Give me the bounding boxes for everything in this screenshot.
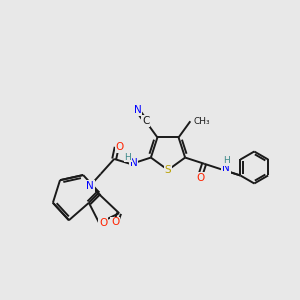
Text: N: N bbox=[222, 163, 230, 173]
Text: H: H bbox=[124, 153, 131, 162]
Text: N: N bbox=[130, 158, 138, 168]
Text: CH₃: CH₃ bbox=[193, 117, 210, 126]
Text: O: O bbox=[99, 218, 107, 228]
Text: N: N bbox=[134, 105, 141, 115]
Text: O: O bbox=[116, 142, 124, 152]
Text: O: O bbox=[196, 173, 205, 183]
Text: S: S bbox=[165, 165, 171, 175]
Text: N: N bbox=[86, 181, 94, 191]
Text: O: O bbox=[111, 218, 119, 227]
Text: C: C bbox=[142, 116, 149, 126]
Text: H: H bbox=[223, 156, 230, 165]
